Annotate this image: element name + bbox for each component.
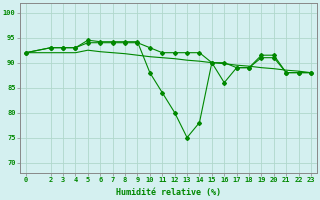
X-axis label: Humidité relative (%): Humidité relative (%) [116, 188, 221, 197]
